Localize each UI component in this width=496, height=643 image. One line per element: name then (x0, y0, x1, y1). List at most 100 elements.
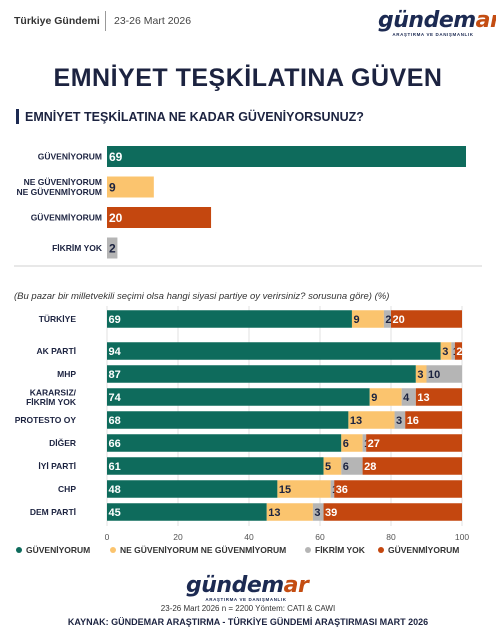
legend-label: FİKRİM YOK (315, 545, 365, 555)
legend-swatch (378, 547, 384, 553)
data-label: 4 (403, 392, 410, 404)
data-label: 45 (109, 507, 121, 519)
x-tick-label: 60 (315, 532, 325, 542)
data-label: 2 (385, 314, 391, 326)
data-label: 27 (368, 438, 380, 450)
data-label: 9 (109, 181, 116, 195)
category-label: MHP (57, 369, 76, 379)
bar-segment-g-venmi-yorum (362, 457, 462, 475)
bar-segment-g-venmi-yorum (323, 503, 462, 521)
data-label: 6 (343, 438, 349, 450)
brand-logo-top: gündemar ARAŞTIRMA VE DANIŞMANLIK (378, 8, 496, 37)
data-label: 74 (109, 392, 122, 404)
legend-item-g-venmi-yorum: GÜVENMİYORUM (378, 545, 459, 555)
data-label: 2 (456, 346, 462, 358)
bar-segment-fi-kri-m-yok (362, 434, 367, 452)
category-label: DİĞER (49, 437, 76, 448)
category-label: PROTESTO OY (15, 415, 77, 425)
logo-word-main: gündem (186, 573, 284, 598)
logo-tagline: ARAŞTIRMA VE DANIŞMANLIK (205, 597, 287, 602)
bar-segment-g-venmi-yorum (391, 310, 462, 328)
bar-segment-ne-g-veni-yorum-ne-g-venmi-yorum (369, 388, 402, 406)
bar-segment-ne-g-veni-yorum-ne-g-venmi-yorum (341, 434, 363, 452)
bar-segment-fi-kri-m-yok (451, 342, 455, 360)
bar-g-veni-yorum (107, 146, 466, 167)
bar-segment-g-veni-yorum (107, 342, 441, 360)
category-label: DEM PARTİ (30, 507, 76, 517)
logo-word-main: gündem (378, 8, 476, 33)
data-label: 48 (109, 484, 121, 496)
data-label: 10 (428, 369, 440, 381)
data-label: 9 (353, 314, 359, 326)
data-label: 3 (314, 507, 320, 519)
data-label: 61 (109, 461, 121, 473)
data-label: 5 (325, 461, 331, 473)
data-label: 69 (109, 314, 121, 326)
x-tick-label: 20 (173, 532, 183, 542)
data-label: 13 (268, 507, 280, 519)
data-label: 66 (109, 438, 121, 450)
bar-segment-ne-g-veni-yorum-ne-g-venmi-yorum (351, 310, 384, 328)
data-label: 3 (442, 346, 448, 358)
bar-segment-ne-g-veni-yorum-ne-g-venmi-yorum (277, 480, 331, 498)
data-label: 16 (407, 415, 419, 427)
bar-segment-fi-kri-m-yok (312, 503, 324, 521)
header-date: 23-26 Mart 2026 (114, 15, 192, 27)
data-label: 36 (336, 484, 348, 496)
data-label: 15 (279, 484, 291, 496)
bar-segment-g-veni-yorum (107, 365, 416, 383)
x-tick-label: 80 (386, 532, 396, 542)
bar-segment-g-veni-yorum (107, 480, 278, 498)
legend-item-ne-g-veni-yorum-ne-g-venmi-yorum: NE GÜVENİYORUM NE GÜVENMİYORUM (110, 545, 286, 555)
bar-segment-fi-kri-m-yok (426, 365, 462, 383)
question-1-title: EMNİYET TEŞKİLATINA NE KADAR GÜVENİYORSU… (25, 110, 364, 124)
bar-g-venmi-yorum (107, 207, 212, 228)
header-source: Türkiye Gündemi (14, 15, 100, 27)
data-label: 69 (109, 150, 123, 164)
data-label: 13 (350, 415, 362, 427)
legend-item-fi-kri-m-yok: FİKRİM YOK (305, 545, 365, 555)
data-label: 94 (109, 346, 122, 358)
bar-segment-g-veni-yorum (107, 457, 324, 475)
data-label: 20 (109, 211, 123, 225)
data-label: 20 (393, 314, 405, 326)
x-tick-label: 40 (244, 532, 254, 542)
bar-segment-g-veni-yorum (107, 503, 267, 521)
legend-label: NE GÜVENİYORUM NE GÜVENMİYORUM (120, 545, 287, 555)
bar-segment-g-veni-yorum (107, 310, 352, 328)
bar-segment-fi-kri-m-yok (394, 411, 406, 429)
brand-logo-bottom: gündemar ARAŞTIRMA VE DANIŞMANLIK (186, 573, 309, 602)
bar-segment-g-veni-yorum (107, 388, 370, 406)
category-label: FİKRİM YOK (52, 243, 103, 253)
x-tick-label: 0 (105, 532, 110, 542)
header-divider (105, 11, 106, 31)
question-accent-bar (16, 109, 19, 124)
data-label: 13 (417, 392, 429, 404)
data-label: 6 (343, 461, 349, 473)
bar-segment-g-venmi-yorum (366, 434, 462, 452)
bar-ne-g-veni-yorum-ne-g-venmi-yorum (107, 176, 154, 198)
header: Türkiye Gündemi 23-26 Mart 2026 gündemar… (0, 0, 496, 48)
category-label: AK PARTİ (36, 346, 76, 356)
logo-word-accent: ar (475, 8, 496, 33)
bar-segment-fi-kri-m-yok (341, 457, 363, 475)
bar-segment-ne-g-veni-yorum-ne-g-venmi-yorum (266, 503, 313, 521)
category-label: KARARSIZ/ (30, 387, 77, 397)
category-label: FİKRİM YOK (26, 397, 77, 407)
bar-fi-kri-m-yok (107, 237, 118, 259)
question-2-text: (Bu pazar bir milletvekili seçimi olsa h… (14, 291, 390, 302)
bar-segment-ne-g-veni-yorum-ne-g-venmi-yorum (440, 342, 452, 360)
bar-segment-ne-g-veni-yorum-ne-g-venmi-yorum (415, 365, 427, 383)
data-label: 3 (396, 415, 402, 427)
data-label: 3 (417, 369, 423, 381)
bar-segment-g-veni-yorum (107, 411, 349, 429)
category-label: TÜRKİYE (39, 314, 77, 324)
category-label: İYİ PARTİ (38, 461, 76, 471)
data-label: 28 (364, 461, 376, 473)
bar-segment-g-venmi-yorum (415, 388, 462, 406)
page-title: EMNİYET TEŞKİLATINA GÜVEN (53, 64, 443, 92)
bar-segment-g-venmi-yorum (334, 480, 462, 498)
category-label: CHP (58, 484, 76, 494)
